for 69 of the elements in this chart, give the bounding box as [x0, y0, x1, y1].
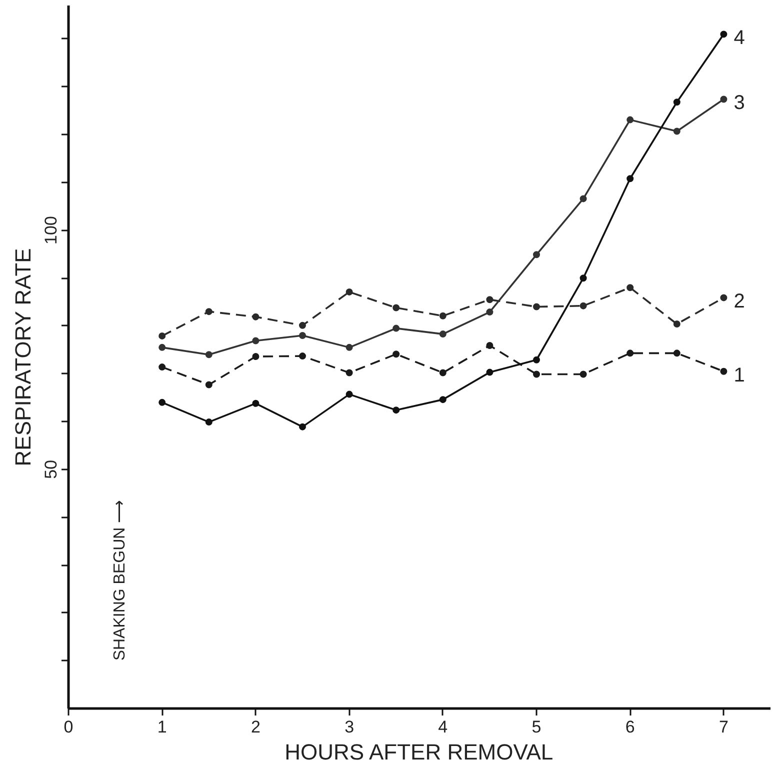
point [580, 195, 587, 202]
point [252, 337, 260, 344]
point [346, 344, 353, 351]
point [626, 350, 634, 357]
point [486, 368, 494, 376]
y-tick-label: 100 [42, 216, 60, 244]
point [158, 398, 166, 406]
series-label: 1 [734, 364, 745, 386]
point [673, 128, 680, 135]
point [673, 350, 680, 357]
x-tick-label: 0 [64, 718, 74, 736]
x-tick-label: 2 [250, 718, 260, 736]
point [299, 352, 306, 360]
point [720, 96, 728, 103]
point [720, 294, 728, 302]
point [486, 296, 494, 304]
x-axis-title: HOURS AFTER REMOVAL [284, 740, 554, 764]
point [205, 308, 212, 316]
point [533, 356, 540, 364]
point [158, 364, 166, 371]
point [486, 342, 494, 350]
point [392, 350, 400, 358]
point [720, 30, 728, 38]
point [346, 369, 353, 376]
point [299, 332, 306, 339]
point [158, 332, 166, 340]
point [205, 418, 212, 426]
x-tick-label: 4 [438, 718, 448, 736]
point [205, 351, 212, 358]
point [392, 406, 400, 414]
x-tick-label: 6 [625, 718, 635, 736]
point [533, 303, 540, 310]
point [533, 251, 540, 258]
point [720, 368, 728, 375]
point [533, 370, 540, 378]
point [580, 274, 587, 282]
point [252, 353, 260, 360]
point [580, 302, 587, 310]
point [439, 312, 446, 320]
point [346, 288, 353, 296]
point [346, 390, 353, 398]
point [439, 369, 446, 376]
y-axis-title: RESPIRATORY RATE [10, 248, 36, 466]
x-tick-label: 7 [718, 718, 728, 736]
series-label: 2 [734, 290, 745, 313]
point [439, 330, 446, 338]
point [158, 344, 166, 351]
x-tick-label: 5 [532, 718, 542, 736]
point [299, 322, 306, 329]
point [673, 320, 680, 328]
point [299, 423, 306, 430]
annotation: SHAKING BEGUN ⟶ [111, 500, 128, 661]
point [205, 381, 212, 388]
point [626, 284, 634, 292]
point [580, 370, 587, 378]
point [392, 304, 400, 312]
point [252, 313, 260, 320]
series-label: 3 [734, 92, 745, 114]
point [626, 116, 634, 124]
x-tick-label: 1 [157, 718, 167, 736]
point [252, 400, 260, 407]
point [673, 98, 680, 106]
y-tick-label: 50 [42, 460, 60, 479]
point [626, 175, 634, 182]
x-tick-label: 3 [344, 718, 354, 736]
series-label: 4 [734, 27, 745, 50]
point [439, 396, 446, 404]
point [486, 308, 494, 316]
point [392, 324, 400, 332]
